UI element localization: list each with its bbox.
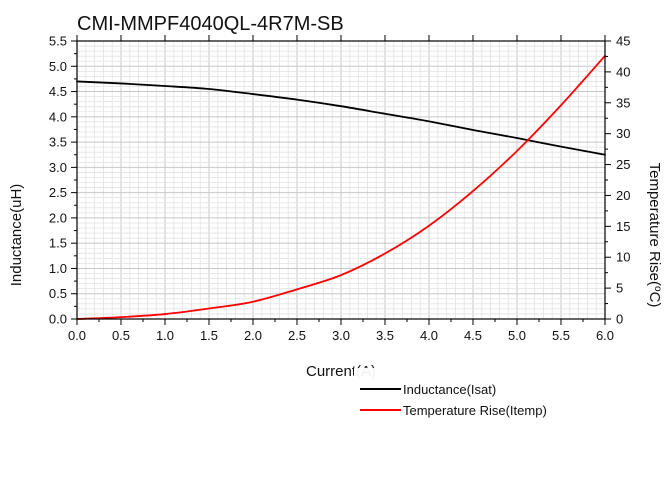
x-tick-label: 4.0 bbox=[420, 328, 438, 343]
y-right-tick-label: 15 bbox=[616, 219, 630, 234]
x-tick-label: 4.5 bbox=[464, 328, 482, 343]
y-left-tick-label: 0.5 bbox=[49, 286, 67, 301]
y-right-tick-label: 5 bbox=[616, 281, 623, 296]
y-left-tick-label: 1.0 bbox=[49, 261, 67, 276]
y-right-tick-label: 20 bbox=[616, 188, 630, 203]
y-left-tick-label: 4.0 bbox=[49, 109, 67, 124]
left-axis-title: Inductance(uH) bbox=[8, 184, 25, 287]
x-tick-label: 0.5 bbox=[112, 328, 130, 343]
x-tick-label: 2.0 bbox=[244, 328, 262, 343]
x-tick-label: 6.0 bbox=[596, 328, 614, 343]
y-left-tick-label: 3.5 bbox=[49, 135, 67, 150]
series-layer bbox=[76, 54, 606, 320]
y-left-tick-label: 4.5 bbox=[49, 84, 67, 99]
y-left-tick-label: 5.0 bbox=[49, 59, 67, 74]
y-right-tick-label: 45 bbox=[616, 34, 630, 49]
grid-layer bbox=[76, 40, 606, 320]
x-tick-label: 0.0 bbox=[68, 328, 86, 343]
right-axis-title-degree: o bbox=[653, 286, 664, 292]
y-left-tick-label: 0.0 bbox=[49, 312, 67, 327]
legend: Inductance(Isat) Temperature Rise(Itemp) bbox=[354, 368, 603, 422]
y-right-tick-label: 25 bbox=[616, 157, 630, 172]
legend-inductance-label: Inductance(Isat) bbox=[403, 382, 496, 397]
x-tick-label: 3.5 bbox=[376, 328, 394, 343]
right-axis-title: Temperature Rise(oC) bbox=[646, 163, 664, 308]
x-tick-label: 2.5 bbox=[288, 328, 306, 343]
y-left-tick-label: 1.5 bbox=[49, 236, 67, 251]
axis-layer: 0.0 0.5 1.0 1.5 2.0 2.5 3.0 3.5 4.0 4.5 5.0 5.5 6.00… bbox=[49, 34, 631, 344]
temperature-series-line bbox=[76, 54, 606, 320]
x-tick-label: 5.0 bbox=[508, 328, 526, 343]
right-axis-title-suffix: C) bbox=[646, 292, 663, 308]
x-tick-label: 1.5 bbox=[200, 328, 218, 343]
y-right-tick-label: 35 bbox=[616, 95, 630, 110]
y-left-tick-label: 2.0 bbox=[49, 210, 67, 225]
y-right-tick-label: 10 bbox=[616, 250, 630, 265]
inductance-series-line bbox=[76, 80, 606, 156]
y-right-tick-label: 40 bbox=[616, 64, 630, 79]
legend-temperature-label: Temperature Rise(Itemp) bbox=[403, 403, 547, 418]
x-tick-label: 1.0 bbox=[156, 328, 174, 343]
y-right-tick-label: 30 bbox=[616, 126, 630, 141]
x-tick-label: 3.0 bbox=[332, 328, 350, 343]
y-left-tick-label: 3.0 bbox=[49, 160, 67, 175]
legend-background bbox=[354, 368, 603, 422]
y-left-tick-label: 2.5 bbox=[49, 185, 67, 200]
x-tick-label: 5.5 bbox=[552, 328, 570, 343]
right-axis-title-main: Temperature Rise( bbox=[646, 163, 663, 286]
y-right-tick-label: 0 bbox=[616, 312, 623, 327]
chart-title: CMI-MMPF4040QL-4R7M-SB bbox=[77, 13, 344, 35]
y-left-tick-label: 5.5 bbox=[49, 34, 67, 49]
